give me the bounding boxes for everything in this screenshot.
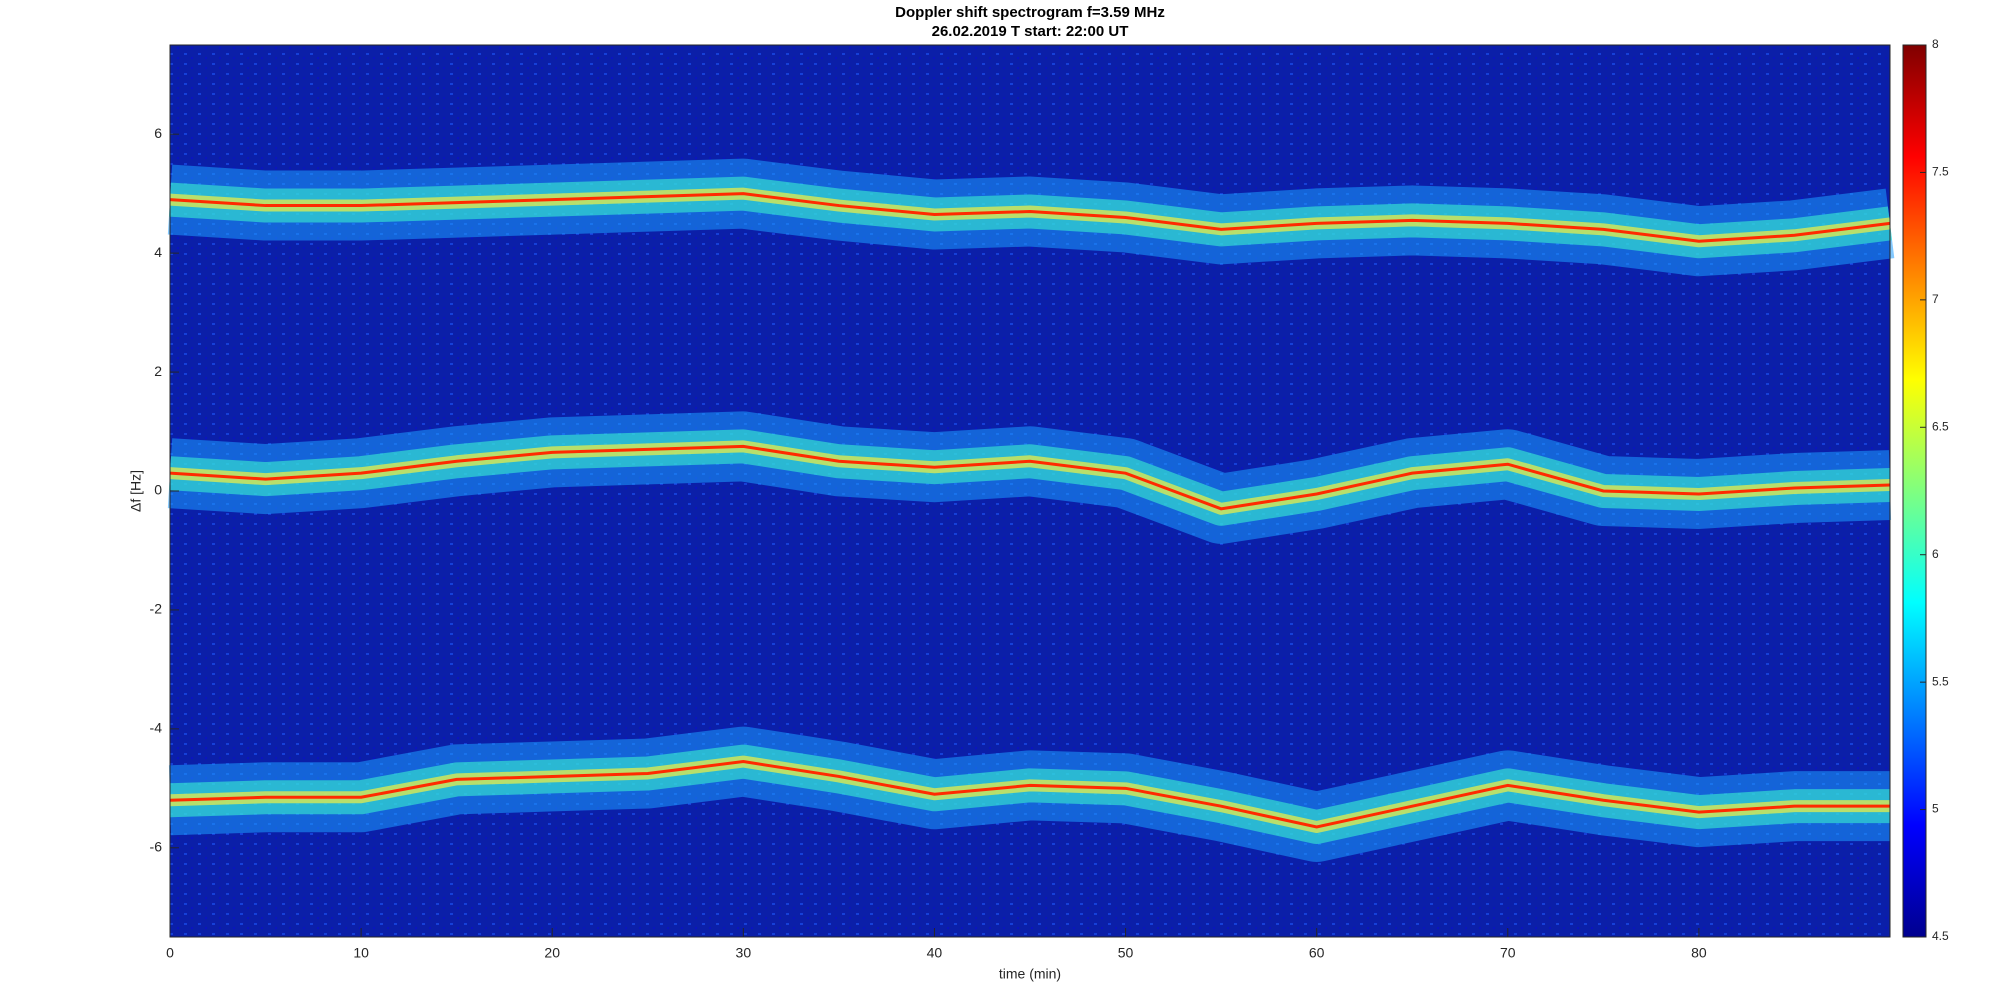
x-tick-label: 10 [353,945,369,961]
y-tick-label: 4 [154,244,162,260]
colorbar-tick-label: 8 [1932,37,1939,51]
colorbar-tick-label: 5 [1932,802,1939,816]
colorbar-tick-label: 6.5 [1932,419,1949,433]
trace-line [169,760,1890,829]
x-tick-label: 0 [166,945,174,961]
bands [167,158,1895,862]
y-tick-label: -6 [150,839,163,855]
x-tick-label: 30 [736,945,752,961]
colorbar-tick-label: 4.5 [1932,929,1949,943]
x-tick-label: 70 [1500,945,1516,961]
trace-line [169,192,1891,243]
y-tick-label: 6 [154,125,162,141]
x-tick-label: 40 [927,945,943,961]
chart-title: Doppler shift spectrogram f=3.59 MHz [895,4,1165,21]
colorbar [1902,44,1927,938]
y-axis-label: Δf [Hz] [128,470,144,512]
colorbar-tick-label: 6 [1932,547,1939,561]
y-tick-label: 2 [154,363,162,379]
chart-subtitle: 26.02.2019 T start: 22:00 UT [932,23,1129,40]
x-tick-label: 80 [1691,945,1707,961]
x-tick-label: 50 [1118,945,1134,961]
y-tick-label: 0 [154,482,162,498]
x-tick-label: 20 [544,945,560,961]
y-tick-label: -2 [150,601,163,617]
x-axis-label: time (min) [999,966,1061,982]
trace-line [169,444,1891,511]
y-tick-label: -4 [150,720,163,736]
colorbar-tick-label: 7.5 [1932,165,1949,179]
colorbar-tick-label: 7 [1932,292,1939,306]
colorbar-tick-label: 5.5 [1932,674,1949,688]
x-tick-label: 60 [1309,945,1325,961]
